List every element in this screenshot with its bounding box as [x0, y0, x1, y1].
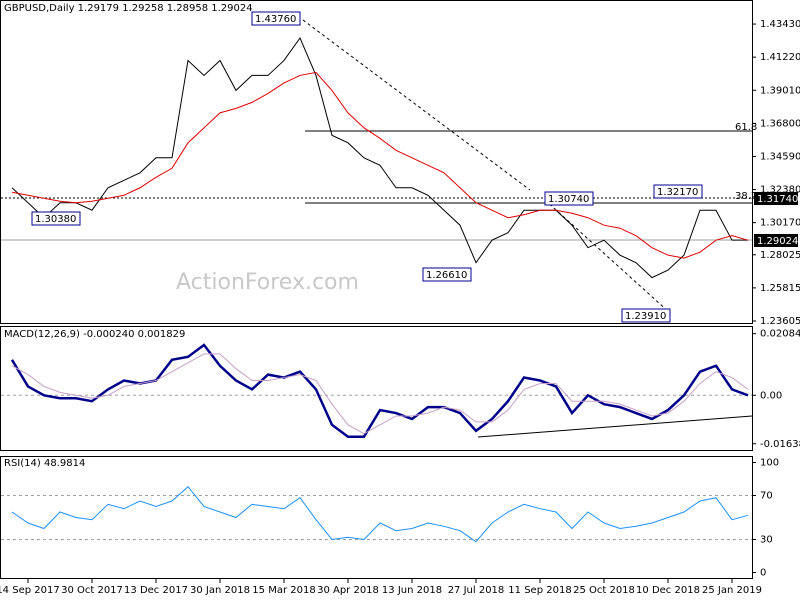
y-tick-label: 1.36800 [760, 118, 800, 129]
y-tick-label: 70 [760, 491, 773, 502]
annotation-box [544, 191, 594, 206]
fib-label: 38.2 [735, 191, 757, 202]
x-tick-label: 10 Dec 2018 [636, 585, 700, 596]
y-tick-label: 1.30170 [760, 218, 800, 229]
annotation: 1.23910 [625, 311, 666, 322]
annotation: 1.32170 [657, 187, 698, 198]
x-tick-label: 15 Mar 2018 [252, 585, 315, 596]
fib-label: 61.8 [735, 122, 757, 133]
x-tick-label: 30 Apr 2018 [317, 585, 379, 596]
series-line [11, 36, 748, 279]
x-tick-label: 27 Jul 2018 [448, 585, 505, 596]
annotation-box [621, 308, 671, 323]
x-tick-label: 30 Jan 2018 [190, 585, 250, 596]
y-tick-label: 1.32380 [760, 185, 800, 196]
level-box [754, 234, 798, 247]
y-tick-label: -0.016389 [760, 439, 800, 450]
x-tick-label: 30 Oct 2017 [61, 585, 123, 596]
y-tick-label: 1.41220 [760, 52, 800, 63]
x-tick-label: 13 Dec 2017 [124, 585, 188, 596]
series-line [10, 343, 749, 438]
y-tick-label: 1.28025 [760, 250, 800, 261]
annotation-box [653, 184, 703, 199]
y-tick-label: 0 [760, 568, 766, 579]
y-tick-label: 1.23605 [760, 316, 800, 327]
annotation: 1.43760 [255, 14, 296, 25]
series-line [11, 485, 749, 543]
y-tick-label: 1.39010 [760, 85, 800, 96]
x-tick-label: 14 Sep 2017 [0, 585, 60, 596]
trend-line [477, 415, 753, 438]
trend-line [302, 19, 531, 191]
trend-line [544, 199, 671, 314]
annotation-box [251, 11, 301, 26]
macd-panel [0, 326, 753, 451]
level-label: 1.29024 [757, 236, 798, 247]
y-tick-label: 30 [760, 535, 773, 546]
price-panel [0, 0, 753, 324]
plot: 14 Sep 2017 30 Oct 2017 13 Dec 2017 30 Jan … [0, 19, 800, 596]
annotation: 1.30380 [35, 214, 76, 225]
chart-title: MACD(12,26,9) -0.000240 0.001829 [4, 329, 185, 340]
annotation-box [31, 211, 81, 226]
chart-title: GBPUSD,Daily 1.29179 1.29258 1.28958 1.2… [4, 3, 253, 14]
level-box [754, 192, 798, 205]
x-tick-label: 25 Oct 2018 [573, 585, 635, 596]
y-tick-label: 0.00 [760, 390, 782, 401]
y-tick-label: 1.34590 [760, 151, 800, 162]
y-tick-label: 1.43430 [760, 19, 800, 30]
y-tick-label: 0.020848 [760, 329, 800, 340]
annotation: 1.30740 [548, 194, 589, 205]
y-tick-label: 100 [760, 458, 779, 469]
series-line [11, 353, 749, 435]
annotation-box [422, 267, 472, 282]
x-tick-label: 11 Sep 2018 [508, 585, 571, 596]
rsi-panel [0, 456, 753, 579]
watermark: ActionForex.com [176, 270, 359, 295]
annotation: 1.26610 [426, 270, 467, 281]
y-tick-label: 1.25815 [760, 283, 800, 294]
x-tick-label: 13 Jun 2018 [382, 585, 442, 596]
level-label: 1.31740 [757, 194, 798, 205]
x-tick-label: 25 Jan 2019 [702, 585, 762, 596]
series-line [11, 71, 749, 259]
chart-title: RSI(14) 48.9814 [4, 458, 85, 469]
